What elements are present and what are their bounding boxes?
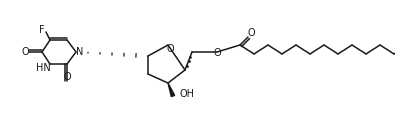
Text: O: O: [213, 48, 221, 58]
Text: N: N: [76, 47, 84, 57]
Text: O: O: [21, 47, 29, 57]
Text: OH: OH: [179, 89, 194, 99]
Text: HN: HN: [36, 63, 51, 73]
Text: O: O: [166, 44, 174, 54]
Text: O: O: [247, 28, 255, 38]
Text: O: O: [63, 72, 71, 82]
Polygon shape: [168, 83, 175, 97]
Text: F: F: [39, 25, 45, 35]
